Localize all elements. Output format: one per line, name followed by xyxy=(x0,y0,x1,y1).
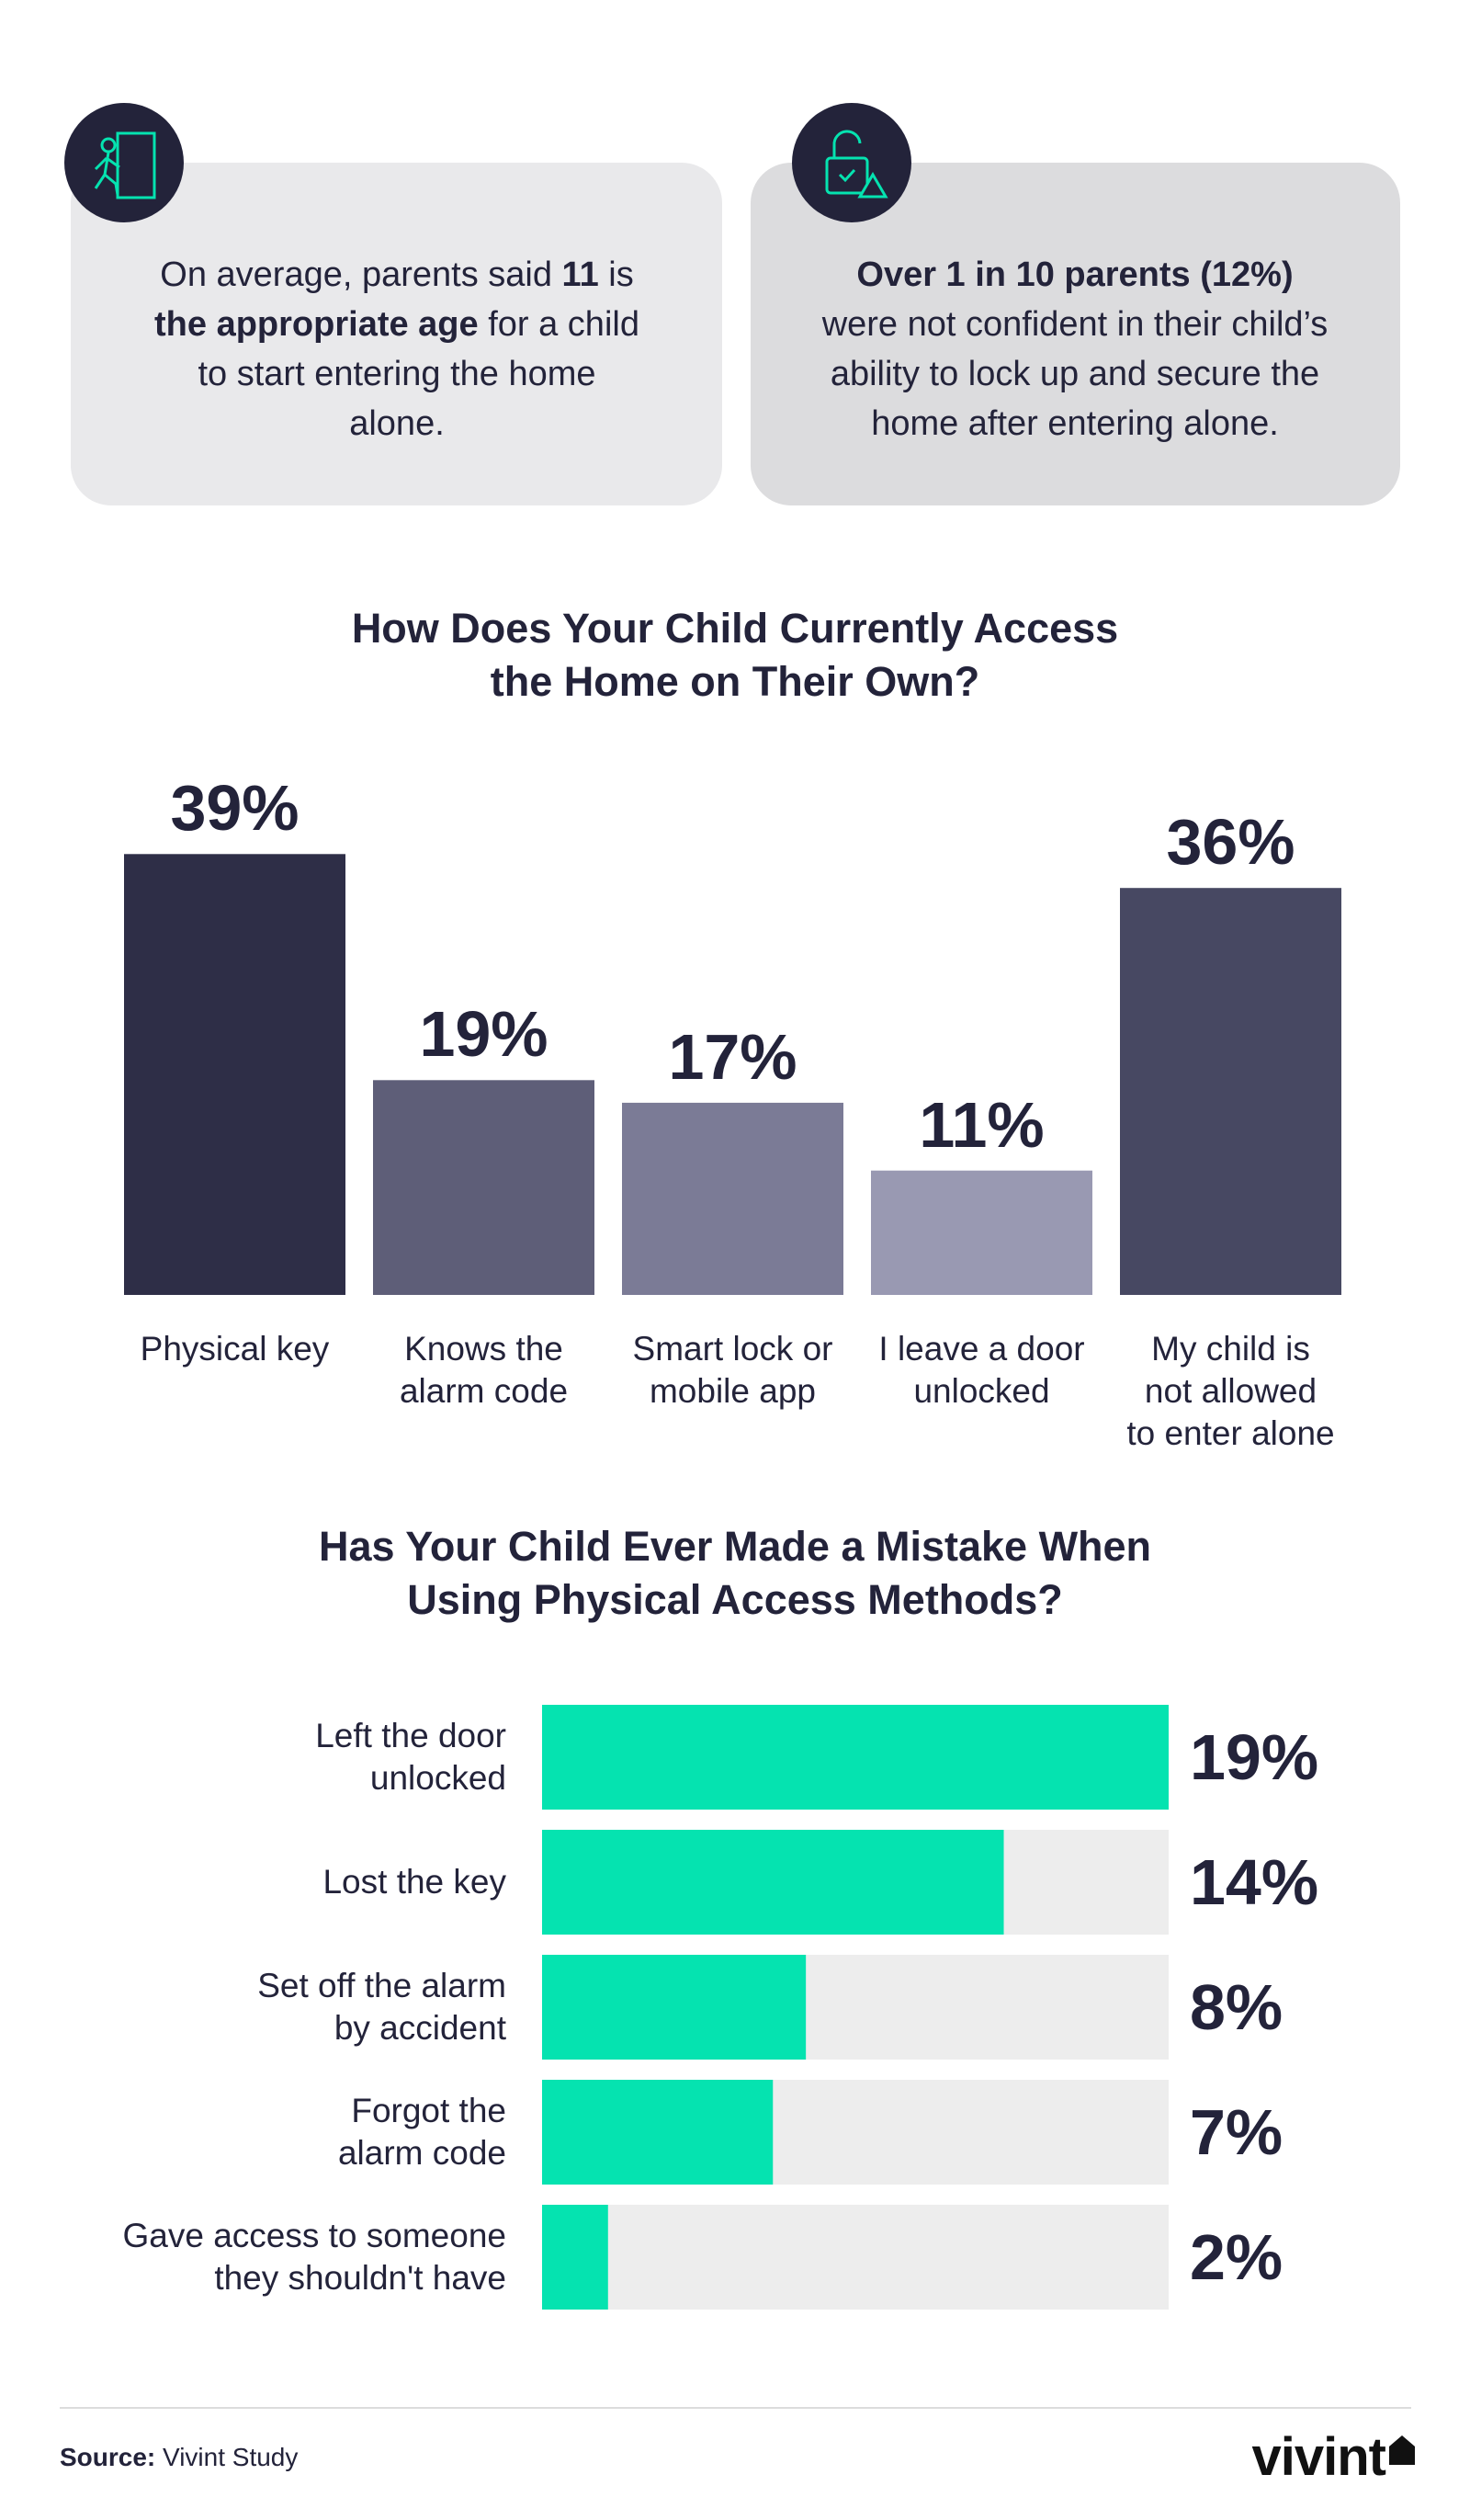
value-label: 17% xyxy=(668,1020,797,1093)
icon-door xyxy=(64,103,184,222)
bar xyxy=(622,1102,843,1295)
card xyxy=(71,163,722,505)
category-text: Gave access to someone they shouldn't ha… xyxy=(122,2217,507,2297)
bar xyxy=(542,1830,1004,1935)
value-label: 7% xyxy=(1190,2096,1283,2168)
value-label: 11% xyxy=(919,1088,1045,1161)
category-text: Lost the key xyxy=(322,1863,506,1901)
text: were not confident in their child’s abil… xyxy=(821,305,1329,443)
category-text: Set off the alarm by accident xyxy=(257,1967,506,2047)
source: Source: Vivint Study xyxy=(60,2443,298,2472)
bar xyxy=(373,1080,594,1295)
value-label: 19% xyxy=(1190,1721,1319,1793)
value-label: 36% xyxy=(1166,806,1295,879)
category-label: Set off the alarm by accident xyxy=(92,1955,506,2060)
category-text: Forgot the alarm code xyxy=(337,2092,506,2172)
value-label: 39% xyxy=(170,772,300,845)
icon-lock xyxy=(792,103,911,222)
category-label: Physical key xyxy=(140,1330,330,1368)
track xyxy=(542,2205,1169,2310)
logo: vivint xyxy=(1251,2427,1387,2487)
value-label: 2% xyxy=(1190,2221,1283,2293)
text: is xyxy=(598,255,634,294)
bar xyxy=(542,2205,608,2310)
source-text: Vivint Study xyxy=(163,2443,299,2471)
bar xyxy=(542,1705,1169,1810)
category-label: Left the door unlocked xyxy=(92,1705,506,1810)
category-text: Left the door unlocked xyxy=(315,1717,506,1797)
category-label: I leave a door unlocked xyxy=(878,1330,1085,1410)
bar xyxy=(1120,888,1341,1295)
category-label: Knows the alarm code xyxy=(399,1330,569,1410)
bar xyxy=(542,1955,807,2060)
source-label: Source: xyxy=(60,2443,156,2471)
bar xyxy=(871,1170,1092,1295)
chart-title: How Does Your Child Currently Access the… xyxy=(351,605,1119,705)
bar xyxy=(124,854,345,1295)
category-label: Forgot the alarm code xyxy=(92,2080,506,2185)
text: for a child to start entering the home a… xyxy=(198,305,639,443)
card-text: Over 1 in 10 parents (12%) were not conf… xyxy=(818,250,1332,448)
logo-house xyxy=(1389,2435,1415,2465)
bar xyxy=(542,2080,774,2185)
category-label: Lost the key xyxy=(92,1830,506,1935)
emphasis: the appropriate age xyxy=(154,305,479,344)
value-label: 19% xyxy=(419,998,548,1071)
text: On average, parents said xyxy=(160,255,562,294)
chart-title: Has Your Child Ever Made a Mistake When … xyxy=(318,1523,1152,1623)
emphasis: Over 1 in 10 parents (12%) xyxy=(856,255,1294,294)
category-label: Gave access to someone they shouldn't ha… xyxy=(92,2205,507,2310)
value-label: 8% xyxy=(1190,1971,1283,2043)
card xyxy=(751,163,1400,505)
category-label: My child is not allowed to enter alone xyxy=(1126,1330,1335,1452)
emphasis: 11 xyxy=(561,255,599,294)
value-label: 14% xyxy=(1190,1846,1319,1918)
card-text: On average, parents said 11 is the appro… xyxy=(149,250,645,448)
category-label: Smart lock or mobile app xyxy=(632,1330,833,1410)
